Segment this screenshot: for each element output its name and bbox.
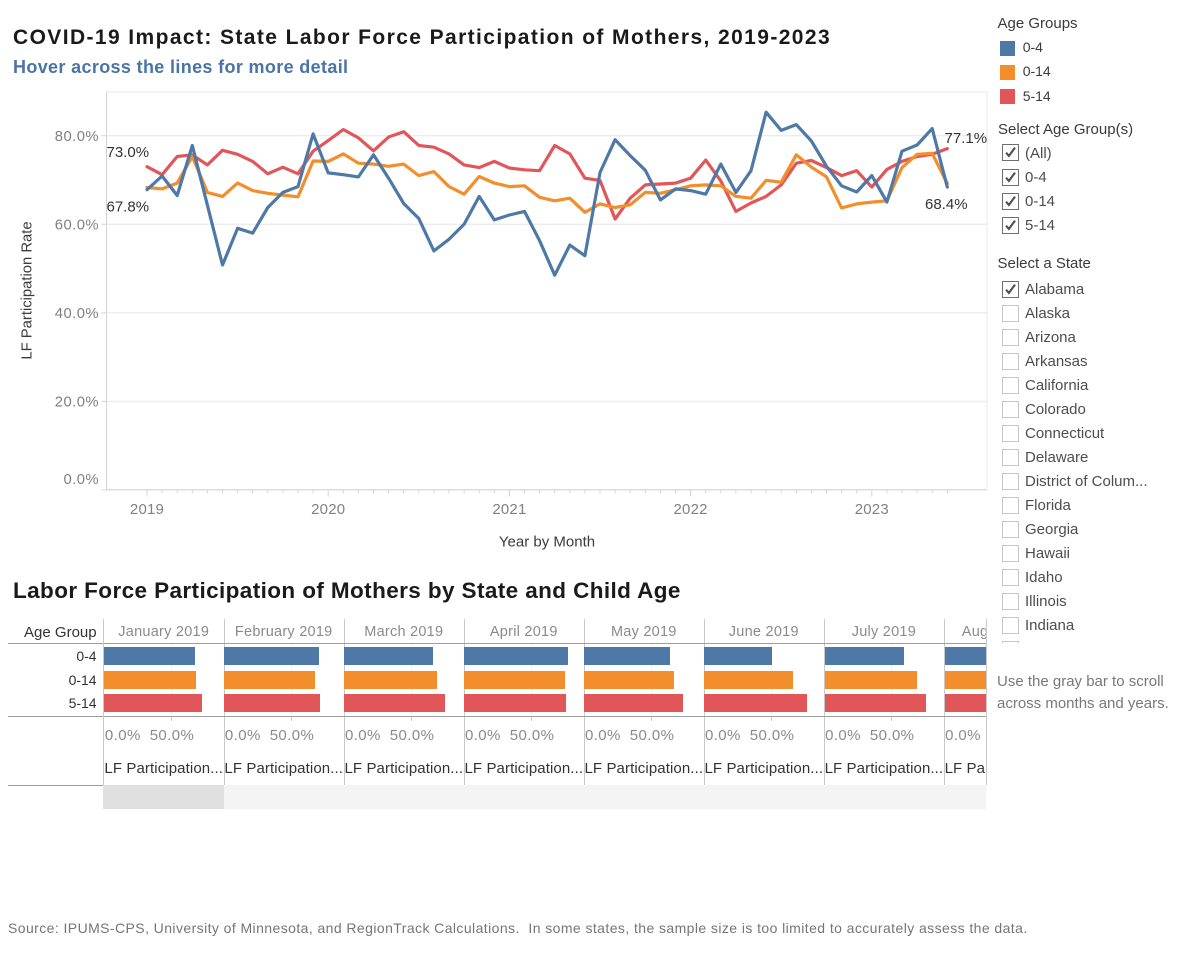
svg-text:20.0%: 20.0% bbox=[55, 395, 99, 411]
svg-text:2021: 2021 bbox=[492, 501, 526, 518]
svg-text:80.0%: 80.0% bbox=[55, 129, 99, 145]
svg-text:2020: 2020 bbox=[311, 501, 345, 518]
svg-text:2023: 2023 bbox=[855, 501, 889, 518]
svg-text:60.0%: 60.0% bbox=[55, 217, 99, 233]
svg-text:77.1%: 77.1% bbox=[945, 130, 988, 147]
svg-text:LF Participation Rate: LF Participation Rate bbox=[20, 221, 36, 359]
svg-text:68.4%: 68.4% bbox=[925, 196, 968, 213]
svg-text:73.0%: 73.0% bbox=[107, 144, 150, 161]
svg-text:0.0%: 0.0% bbox=[63, 472, 99, 488]
svg-text:2019: 2019 bbox=[130, 501, 164, 518]
svg-text:Year by Month: Year by Month bbox=[499, 534, 595, 551]
svg-text:2022: 2022 bbox=[674, 501, 708, 518]
svg-text:40.0%: 40.0% bbox=[55, 306, 99, 322]
svg-text:67.8%: 67.8% bbox=[107, 199, 150, 216]
